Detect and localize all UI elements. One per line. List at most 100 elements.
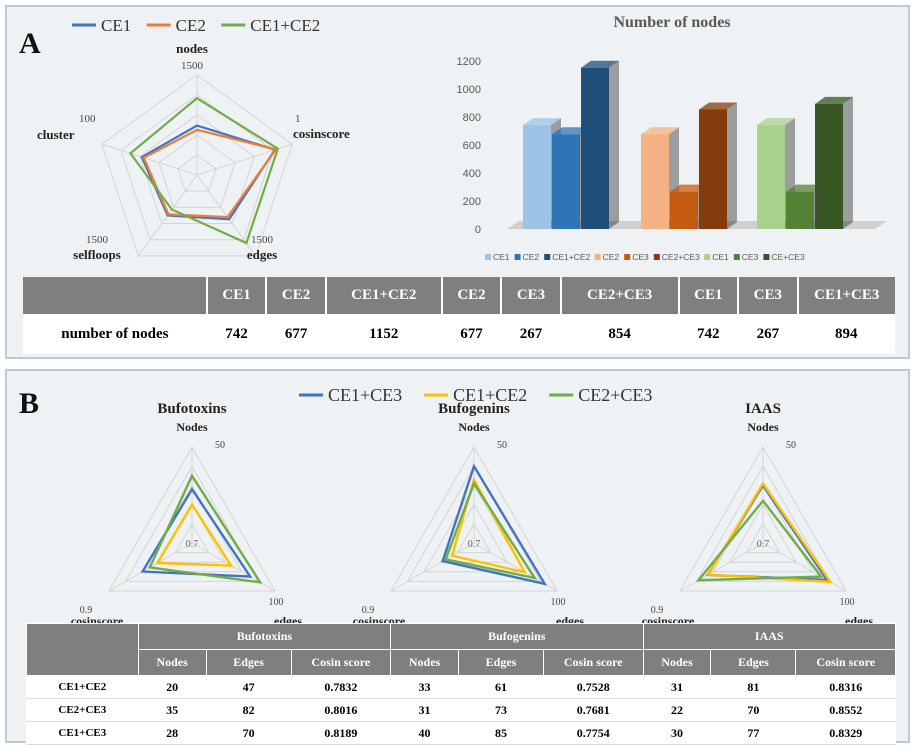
bar-face xyxy=(523,125,551,229)
bar-side xyxy=(609,60,619,229)
radar-gridline xyxy=(174,522,210,554)
bar-chart-number-of-nodes: Number of nodes 0 200 400 600 800 1000 1200 CE1 C… xyxy=(457,14,887,262)
radar-axis-max-nodes: 1500 xyxy=(181,60,204,72)
radar-title: Bufotoxins xyxy=(157,401,226,417)
radar-gridline xyxy=(728,503,798,563)
bar-top xyxy=(786,184,824,192)
compound-table: Bufotoxins Bufogenins IAAS Nodes Edges Cosin… xyxy=(26,623,896,745)
compound-table-cell: 30 xyxy=(642,721,712,745)
radar-axis-label-selfloops: selfloops xyxy=(73,247,121,262)
bar-chart-ytick: 200 xyxy=(463,196,481,208)
radar-axis-label-cosinscore: cosinscore xyxy=(293,126,350,141)
radar-min-label: 0.7 xyxy=(186,539,199,550)
radar-series-ce2 xyxy=(142,128,278,219)
bar-side xyxy=(843,96,853,229)
bar-legend-label: CE+CE3 xyxy=(771,252,805,262)
radar-series-ce1-ce2 xyxy=(450,476,528,575)
compound-table-cell: 0.7681 xyxy=(542,698,644,722)
bar-legend-label: CE3 xyxy=(742,252,759,262)
bar-legend-swatch xyxy=(653,254,660,260)
bar-legend-swatch xyxy=(733,254,740,260)
radar-spoke xyxy=(390,542,475,592)
bar-legend-swatch xyxy=(485,254,491,260)
compound-table-cell: 31 xyxy=(390,698,460,722)
compound-table-cell: 73 xyxy=(458,698,544,722)
compound-table-subheader: Edges xyxy=(205,649,292,676)
radar-axis-label-nodes: Nodes xyxy=(747,420,779,434)
nodes-table-cell: 854 xyxy=(560,314,679,354)
bar-top xyxy=(641,127,679,135)
bar-legend-label: CE2+CE3 xyxy=(662,252,700,262)
radar-min-label: 0.7 xyxy=(757,539,770,550)
bar-legend-label: CE2 xyxy=(523,252,540,262)
compound-table-cell: 22 xyxy=(642,698,712,722)
radar-axis-label-nodes: nodes xyxy=(176,41,208,56)
compound-table-cell: 0.8329 xyxy=(795,721,896,745)
compound-table-subheader: Nodes xyxy=(642,649,712,676)
compound-table-cell: 40 xyxy=(390,721,460,745)
radar-spoke xyxy=(762,542,847,592)
bar-face xyxy=(581,67,609,229)
panel-a: A CE1 CE2 CE1+CE2 nodes 1500 cosinscore 1 edge… xyxy=(5,5,910,359)
panel-b-legend: CE1+CE3 CE1+CE2 CE2+CE3 xyxy=(299,385,652,405)
nodes-table-header-cell xyxy=(23,277,208,314)
radar-title: IAAS xyxy=(745,401,781,417)
radar-series-ce2-ce3 xyxy=(147,473,263,584)
nodes-table-cell: 742 xyxy=(206,314,267,354)
nodes-table-row: number of nodes 742 677 1152 677 267 854 742 267… xyxy=(23,314,895,354)
compound-table-groups: Bufotoxins Bufogenins IAAS xyxy=(26,623,896,676)
bar-legend-swatch xyxy=(544,254,551,260)
legend-label-ce1-ce2: CE1+CE2 xyxy=(250,16,320,35)
bar-top xyxy=(581,60,619,68)
bar-top xyxy=(670,184,708,192)
compound-table-row-label: CE1+CE3 xyxy=(26,721,139,745)
radar-axis-max-edges: 1500 xyxy=(251,234,274,246)
compound-table-cell: 47 xyxy=(205,675,292,699)
radar-gridline xyxy=(678,446,848,592)
radar-axis-max-edges: 100 xyxy=(840,597,855,608)
bar-top xyxy=(699,102,737,110)
nodes-table-cell: 677 xyxy=(441,314,502,354)
nodes-table-header-cell: CE1 xyxy=(678,277,740,314)
bar-legend-swatch xyxy=(624,254,631,260)
compound-table-cell: 28 xyxy=(137,721,207,745)
radar-axis-label-nodes: Nodes xyxy=(458,420,490,434)
bar-ce1-ce2 xyxy=(581,60,619,229)
compound-table-group-header: IAAS xyxy=(642,623,896,650)
radar-gridline xyxy=(456,522,492,554)
bar-legend-swatch xyxy=(594,254,601,260)
compound-table-row-label: CE2+CE3 xyxy=(26,698,139,722)
compound-table-subheader: Cosin score xyxy=(795,649,896,676)
bar-top xyxy=(552,127,590,135)
bar-legend-swatch xyxy=(704,254,711,260)
compound-table-subheader: Edges xyxy=(710,649,797,676)
radar-axis-label-nodes: Nodes xyxy=(176,420,208,434)
radar-gridline xyxy=(695,465,831,582)
bar-chart-ytick: 400 xyxy=(463,168,481,180)
table-row: CE1+CE2 20 47 0.7832 33 61 0.7528 31 81 0.8316 xyxy=(26,675,896,699)
bar-chart-ytick: 0 xyxy=(475,224,481,236)
radar-series-ce2-ce3 xyxy=(695,498,824,582)
nodes-table-cell: 267 xyxy=(501,314,561,354)
bar-face xyxy=(699,109,727,229)
radar-gridline xyxy=(139,114,255,225)
bar-chart-ytick: 1000 xyxy=(457,84,481,96)
bar-legend-label: CE3 xyxy=(632,252,649,262)
legend-label-ce1: CE1 xyxy=(101,16,131,35)
table-row: CE2+CE3 35 82 0.8016 31 73 0.7681 22 70 0.8552 xyxy=(26,698,896,722)
compound-table-cell: 61 xyxy=(458,675,544,699)
legend-label-ce1-ce2: CE1+CE2 xyxy=(453,385,527,405)
bar-face xyxy=(670,191,698,229)
compound-table-subheader: Nodes xyxy=(137,649,207,676)
compound-table-cell: 0.8189 xyxy=(290,721,392,745)
nodes-table-cell: 1152 xyxy=(325,314,442,354)
bar-legend-label: CE1+CE2 xyxy=(552,252,590,262)
bar-ce2-ce3 xyxy=(699,102,737,229)
nodes-table: CE1 CE2 CE1+CE2 CE2 CE3 CE2+CE3 CE1 CE3 CE1+CE3 … xyxy=(23,277,895,354)
bar-top xyxy=(523,118,561,126)
radar-gridline xyxy=(124,465,260,582)
radar-axis-max-cosinscore: 0.9 xyxy=(651,605,664,616)
radar-gridline xyxy=(158,134,236,208)
bar-legend-label: CE2 xyxy=(603,252,620,262)
